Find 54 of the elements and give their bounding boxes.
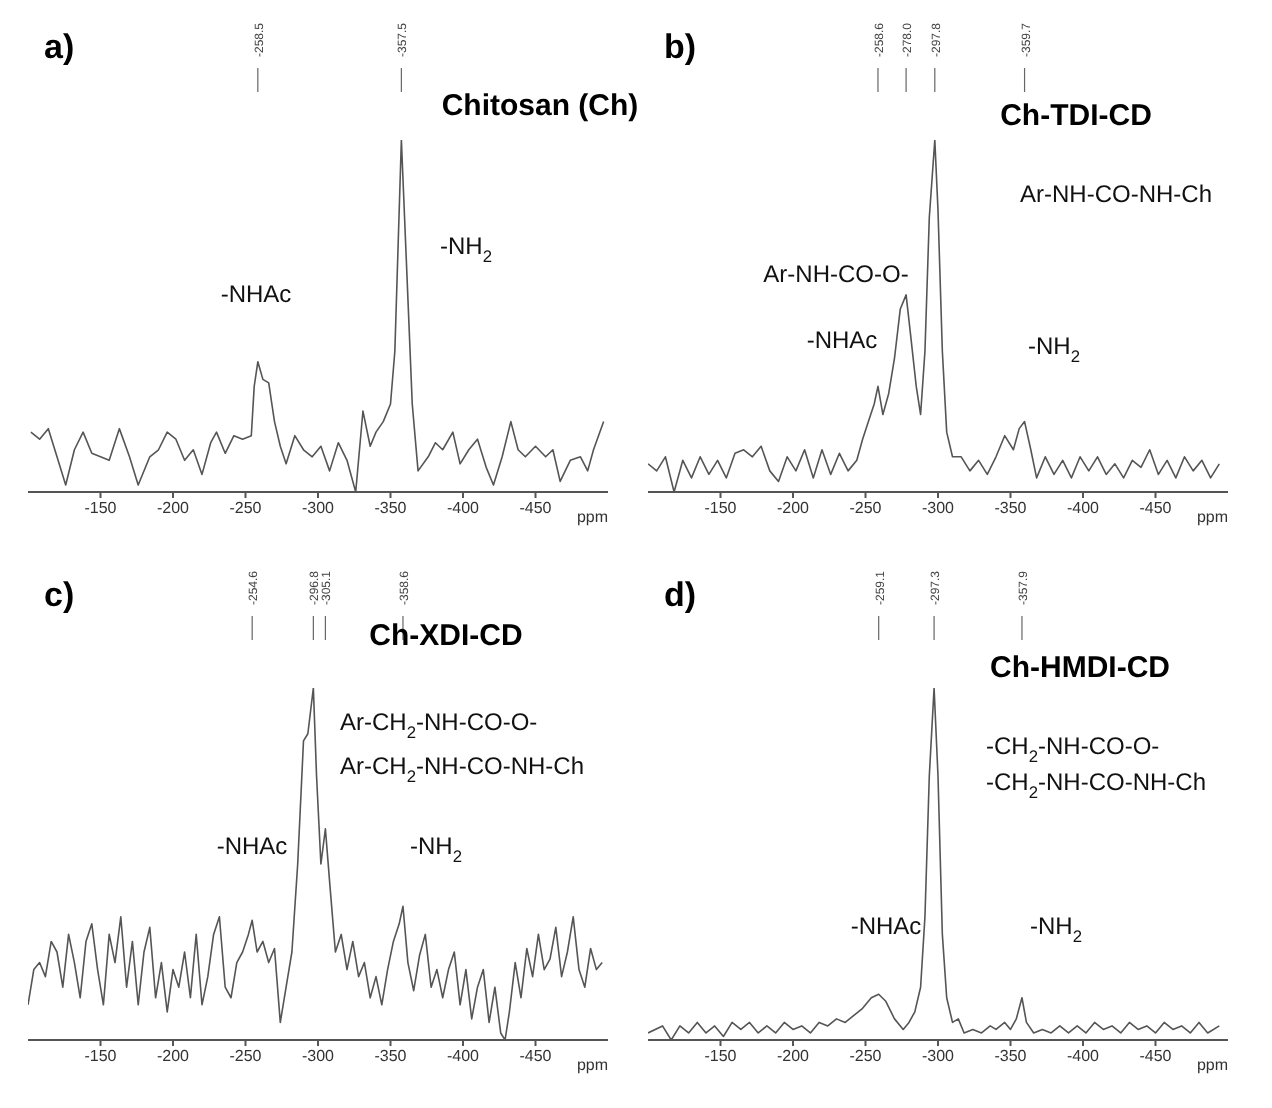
x-tick-label: -450	[519, 499, 553, 518]
annotation: -CH$_{2}$-NH-CO-NH-Ch	[986, 768, 1206, 803]
x-tick-label: -350	[374, 499, 408, 518]
x-tick-label: -450	[1139, 499, 1173, 518]
x-tick-label: -300	[301, 1047, 336, 1066]
x-tick-label: -350	[374, 1047, 408, 1066]
chart-subtitle: Ch-TDI-CD	[1000, 99, 1152, 133]
x-tick-label: -400	[1066, 499, 1101, 518]
x-tick-label: -200	[156, 499, 191, 518]
annotation: -NHAc	[806, 326, 878, 355]
chart-subtitle: Ch-XDI-CD	[369, 619, 523, 653]
x-axis-title: ppm	[1196, 508, 1229, 526]
x-tick-label: -150	[84, 1047, 118, 1066]
x-axis-title: ppm	[576, 508, 609, 526]
annotation: Ar-CH$_{2}$-NH-CO-NH-Ch	[340, 752, 584, 787]
x-tick-label: -300	[921, 499, 956, 518]
annotation: -CH$_{2}$-NH-CO-O-	[986, 732, 1160, 767]
x-tick-label: -200	[776, 499, 811, 518]
annotation: -NH$_{2}$	[410, 832, 463, 867]
x-tick-label: -350	[994, 499, 1028, 518]
annotation: -NH$_{2}$	[1028, 332, 1081, 367]
annotation: Ar-CH$_{2}$-NH-CO-O-	[340, 708, 538, 743]
x-tick-label: -150	[704, 499, 738, 518]
x-tick-label: -300	[921, 1047, 956, 1066]
annotation: -NHAc	[220, 280, 292, 309]
x-tick-label: -400	[1066, 1047, 1101, 1066]
chart-title: c)	[44, 576, 75, 616]
x-axis-title: ppm	[1196, 1056, 1229, 1074]
x-tick-label: -400	[446, 499, 481, 518]
x-tick-label: -200	[776, 1047, 811, 1066]
x-tick-label: -300	[301, 499, 336, 518]
chart-title: a)	[44, 28, 75, 68]
chart-title: d)	[664, 576, 697, 616]
x-tick-label: -350	[994, 1047, 1028, 1066]
x-tick-label: -450	[519, 1047, 553, 1066]
annotation: -NH$_{2}$	[440, 232, 493, 267]
x-tick-label: -250	[849, 499, 883, 518]
annotation: Ar-NH-CO-O-	[763, 260, 909, 289]
annotation: -NH$_{2}$	[1030, 912, 1083, 947]
x-tick-label: -150	[704, 1047, 738, 1066]
x-tick-label: -150	[84, 499, 118, 518]
x-tick-label: -250	[229, 499, 263, 518]
chart-subtitle: Ch-HMDI-CD	[990, 651, 1170, 685]
annotation: -NHAc	[216, 832, 288, 861]
annotation: -NHAc	[850, 912, 922, 941]
x-tick-label: -250	[229, 1047, 263, 1066]
x-tick-label: -400	[446, 1047, 481, 1066]
x-tick-label: -200	[156, 1047, 191, 1066]
x-tick-label: -450	[1139, 1047, 1173, 1066]
x-tick-label: -250	[849, 1047, 883, 1066]
annotation: Ar-NH-CO-NH-Ch	[1020, 180, 1212, 209]
chart-title: b)	[664, 28, 697, 68]
chart-subtitle: Chitosan (Ch)	[441, 89, 639, 123]
x-axis-title: ppm	[576, 1056, 609, 1074]
